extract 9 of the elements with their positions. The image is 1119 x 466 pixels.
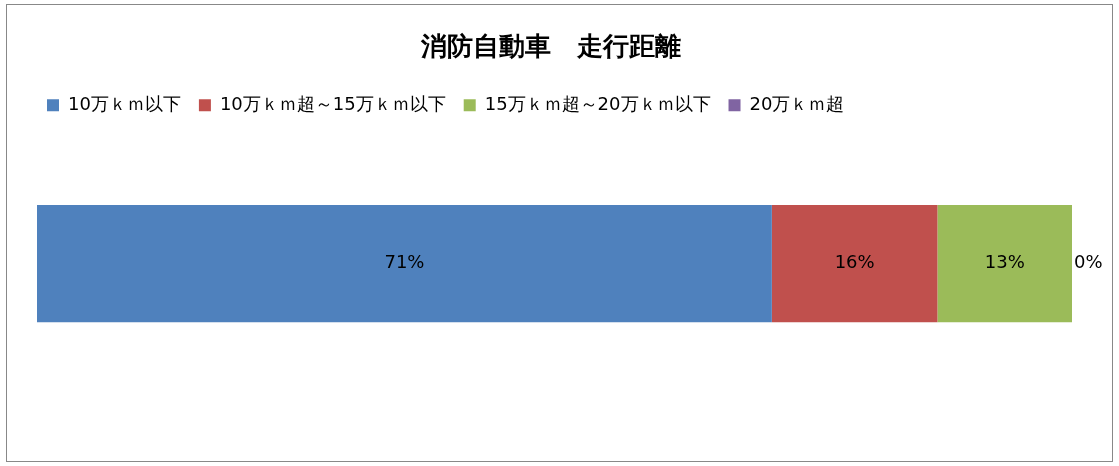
data-label: 16%: [834, 251, 875, 273]
legend-label: 10万ｋｍ超～15万ｋｍ以下: [219, 92, 446, 114]
data-label: 0%: [1074, 251, 1103, 273]
legend-label: 20万ｋｍ超: [749, 92, 845, 114]
data-label: 13%: [984, 251, 1025, 273]
legend-label: 15万ｋｍ超～20万ｋｍ以下: [484, 92, 711, 114]
chart-title: 消防自動車 走行距離: [419, 31, 681, 62]
legend-label: 10万ｋｍ以下: [68, 92, 181, 114]
data-label: 71%: [384, 251, 425, 273]
